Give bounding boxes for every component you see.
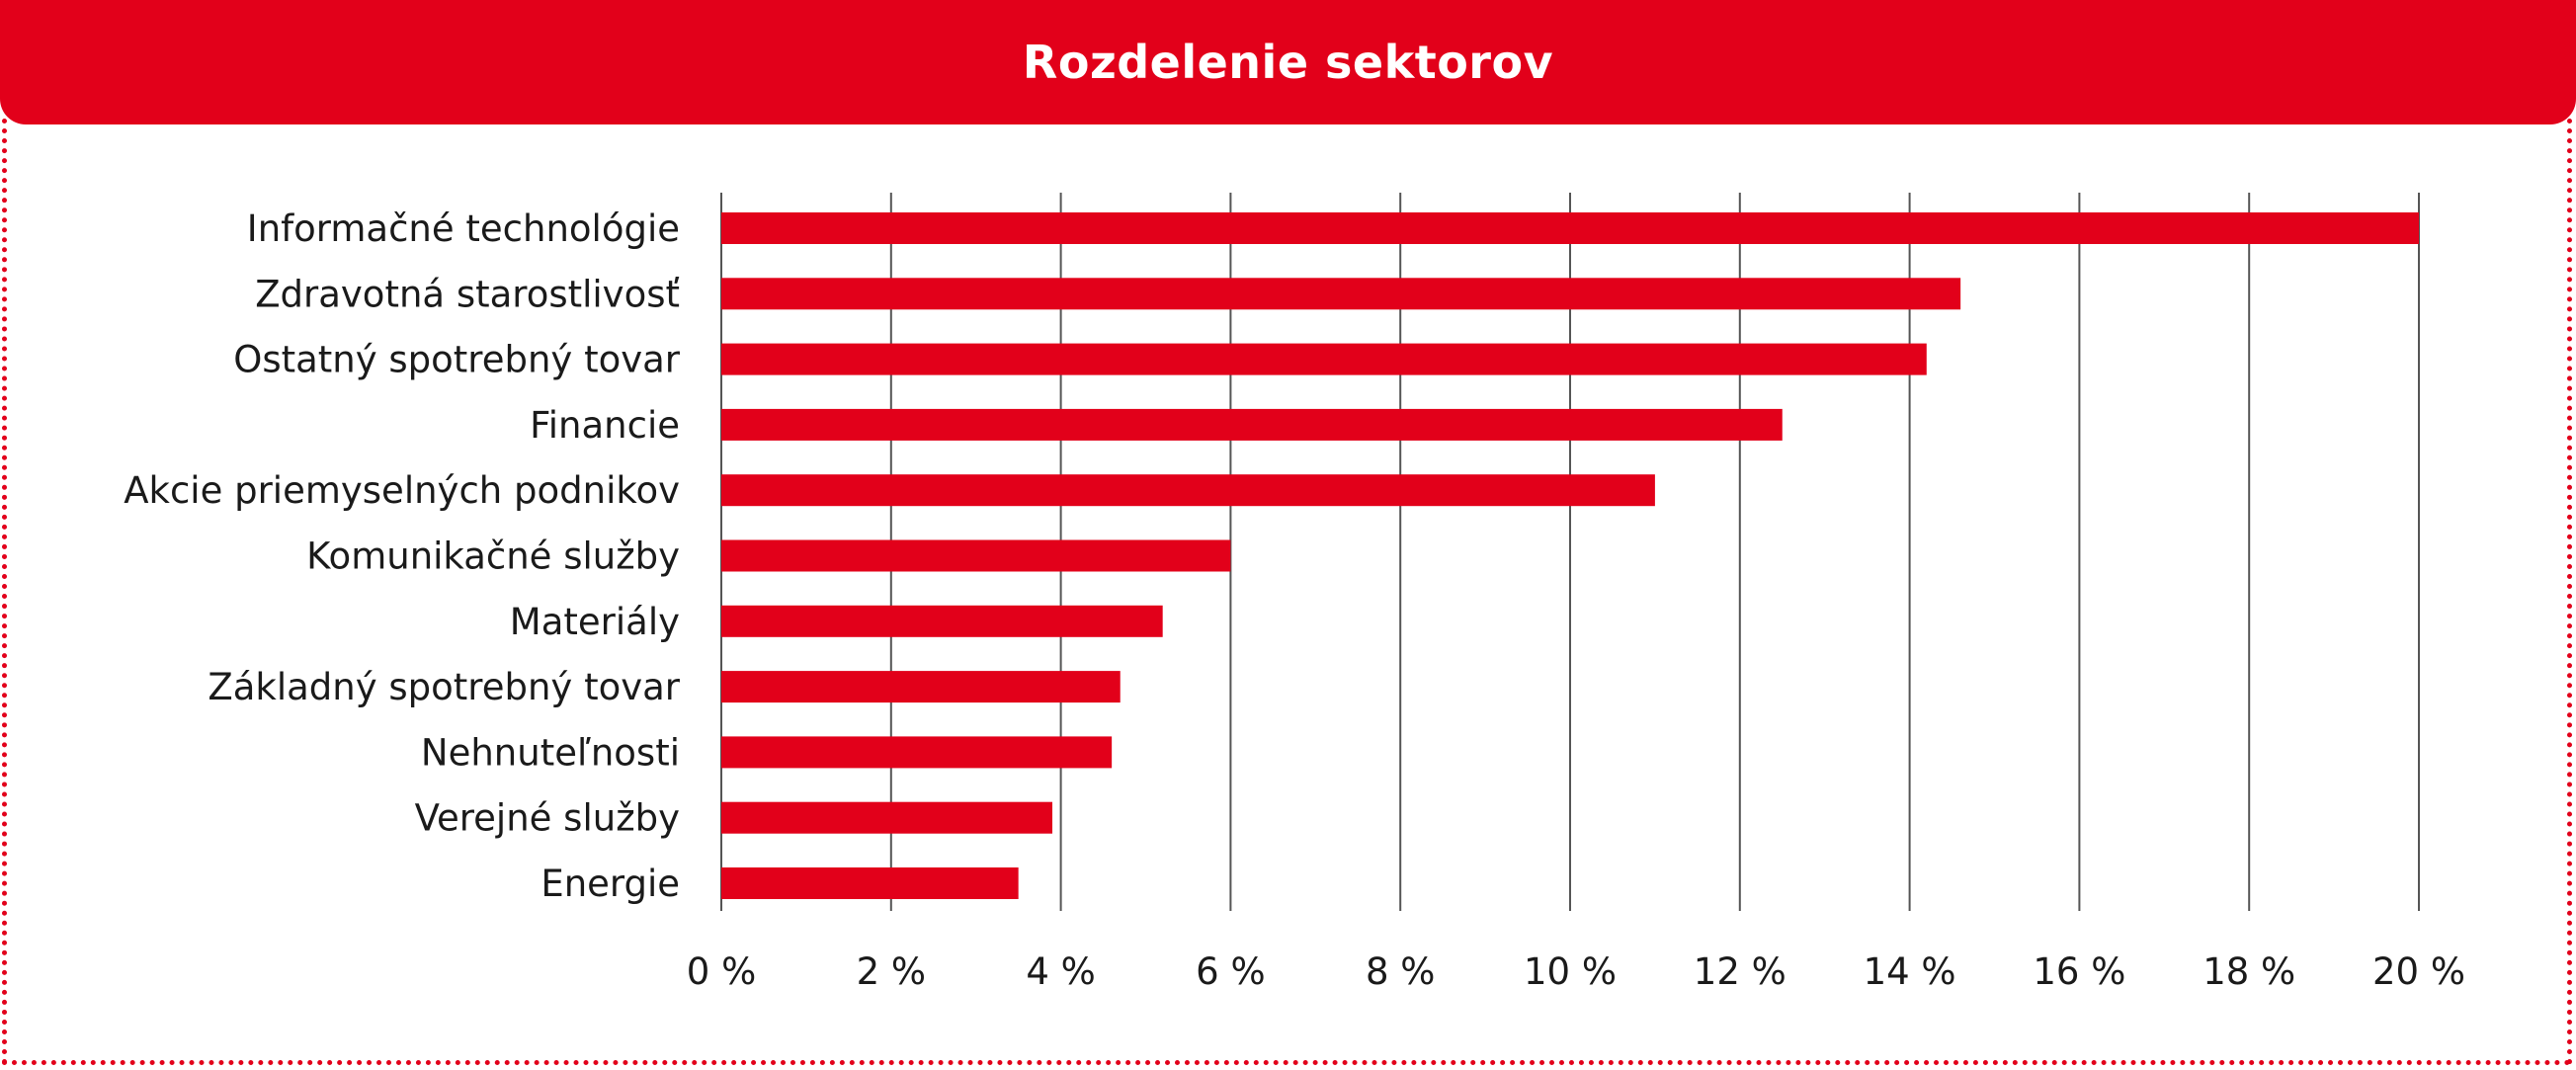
bar (721, 278, 1961, 310)
bar (721, 605, 1163, 637)
x-tick-label: 6 % (1196, 950, 1265, 993)
category-label: Zdravotná starostlivosť (255, 273, 680, 315)
bar (721, 212, 2419, 244)
x-tick-label: 8 % (1366, 950, 1435, 993)
category-label: Základný spotrebný tovar (208, 666, 680, 708)
x-tick-label: 12 % (1694, 950, 1787, 993)
bar (721, 474, 1655, 507)
chart-title: Rozdelenie sektorov (1022, 36, 1554, 89)
category-label: Verejné služby (415, 797, 680, 840)
bar (721, 408, 1783, 441)
x-tick-label: 20 % (2372, 950, 2465, 993)
bar (721, 671, 1121, 703)
category-label: Materiály (510, 601, 680, 643)
x-tick-label: 14 % (1864, 950, 1956, 993)
x-tick-label: 16 % (2033, 950, 2125, 993)
category-label: Nehnuteľnosti (421, 731, 680, 774)
x-tick-label: 10 % (1524, 950, 1617, 993)
dotted-frame (2, 119, 2572, 1065)
x-tick-label: 2 % (857, 950, 926, 993)
category-label: Ostatný spotrebný tovar (233, 339, 681, 381)
chart-header: Rozdelenie sektorov (0, 0, 2576, 124)
bar (721, 343, 1927, 375)
category-label: Akcie priemyselných podnikov (124, 469, 680, 512)
category-label: Informačné technológie (247, 207, 680, 250)
x-tick-label: 4 % (1026, 950, 1095, 993)
bar (721, 801, 1053, 834)
category-label: Energie (540, 863, 680, 905)
bar (721, 539, 1231, 572)
bar (721, 736, 1113, 769)
x-tick-label: 18 % (2202, 950, 2295, 993)
x-tick-label: 0 % (687, 950, 756, 993)
bar (721, 867, 1019, 899)
category-label: Komunikačné služby (306, 535, 680, 578)
category-label: Financie (530, 404, 680, 447)
